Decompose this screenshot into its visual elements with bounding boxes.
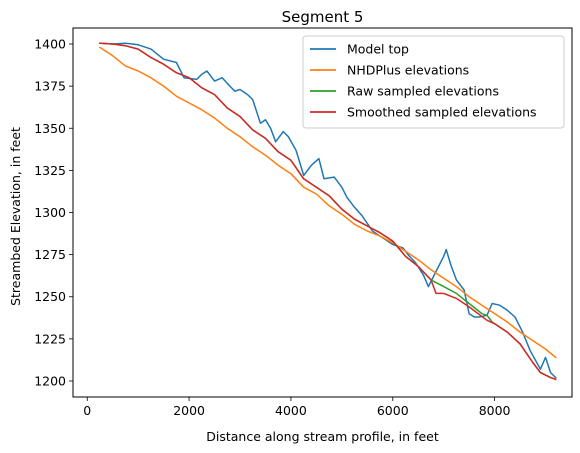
legend-label-1: NHDPlus elevations [347, 63, 469, 78]
x-tick-label: 4000 [275, 403, 307, 418]
legend: Model top NHDPlus elevations Raw sampled e… [302, 35, 565, 129]
y-tick-label: 1375 [34, 79, 66, 94]
x-axis-label: Distance along stream profile, in feet [206, 429, 439, 444]
x-tick-label: 8000 [479, 403, 511, 418]
y-axis-ticks: 1200 1225 1250 1275 1300 1325 1350 1375 1400 [34, 37, 73, 388]
y-tick-label: 1350 [34, 121, 66, 136]
plot-content [98, 42, 557, 381]
y-tick-label: 1325 [34, 163, 66, 178]
x-tick-label: 0 [83, 403, 91, 418]
y-tick-label: 1400 [34, 37, 66, 52]
x-tick-label: 2000 [173, 403, 205, 418]
y-tick-label: 1200 [34, 373, 66, 388]
legend-label-0: Model top [347, 42, 409, 57]
y-axis-label: Streambed Elevation, in feet [8, 127, 23, 306]
legend-label-3: Smoothed sampled elevations [347, 105, 537, 120]
y-tick-label: 1275 [34, 247, 66, 262]
series-line-3 [99, 42, 557, 381]
plot-frame [72, 27, 573, 398]
y-tick-label: 1300 [34, 205, 66, 220]
legend-label-2: Raw sampled elevations [347, 84, 499, 99]
x-tick-label: 6000 [377, 403, 409, 418]
x-axis-ticks: 0 2000 4000 6000 8000 [83, 397, 511, 418]
y-tick-label: 1225 [34, 331, 66, 346]
y-tick-label: 1250 [34, 289, 66, 304]
legend-box [302, 35, 565, 129]
chart-title: Segment 5 [282, 8, 364, 26]
series-line-1 [98, 46, 557, 359]
